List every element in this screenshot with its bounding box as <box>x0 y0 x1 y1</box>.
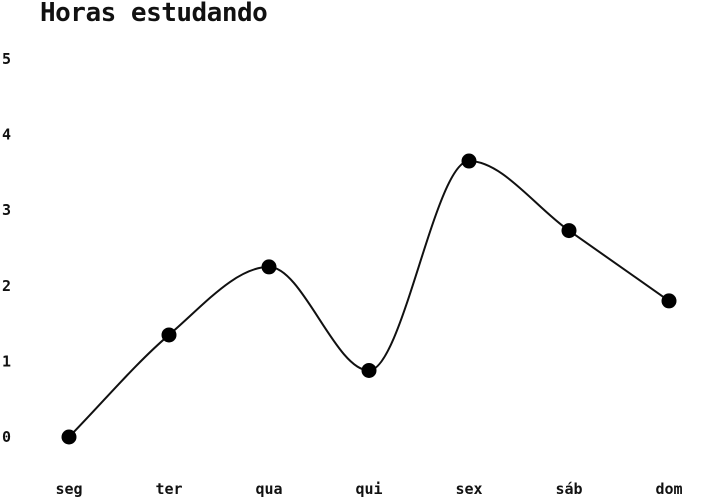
series-line <box>68 160 670 438</box>
data-point <box>261 259 277 275</box>
data-point <box>461 153 477 169</box>
y-tick-label: 3 <box>2 201 11 219</box>
data-point <box>661 293 677 309</box>
chart-title: Horas estudando <box>40 0 268 28</box>
data-point <box>61 429 77 445</box>
x-tick-label: dom <box>655 480 682 498</box>
y-tick-label: 4 <box>2 126 11 144</box>
y-tick-label: 0 <box>2 428 11 446</box>
x-tick-label: qui <box>355 480 382 498</box>
y-tick-label: 2 <box>2 277 11 295</box>
x-tick-label: sáb <box>555 480 582 498</box>
y-axis-ticks: 0 1 2 3 4 5 <box>2 50 11 446</box>
x-axis-ticks: seg ter qua qui sex sáb dom <box>55 480 682 498</box>
x-tick-label: sex <box>455 480 482 498</box>
x-tick-label: seg <box>55 480 82 498</box>
data-point <box>161 327 177 343</box>
y-tick-label: 1 <box>2 352 11 370</box>
data-point <box>361 362 377 378</box>
y-tick-label: 5 <box>2 50 11 68</box>
x-tick-label: qua <box>255 480 282 498</box>
x-tick-label: ter <box>155 480 182 498</box>
series-layer <box>61 153 677 445</box>
data-point <box>561 223 577 239</box>
